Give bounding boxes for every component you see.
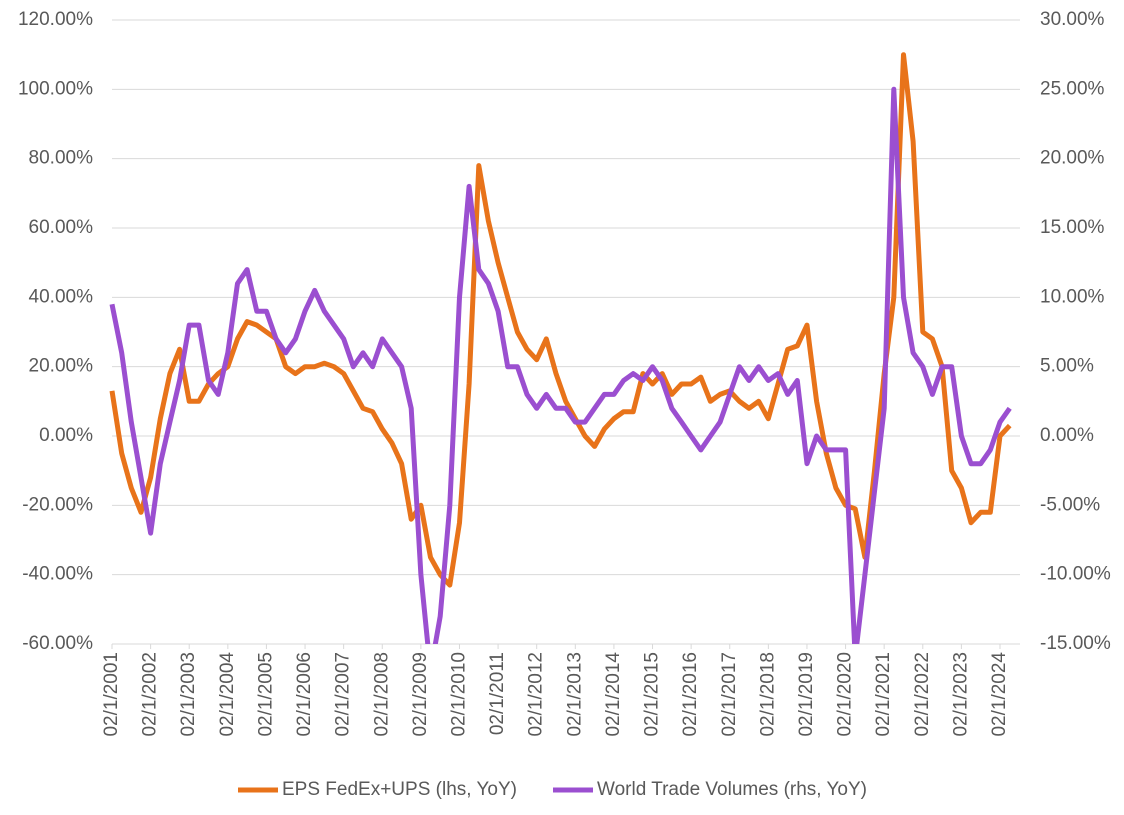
x-tick-label: 02/1/2023 <box>950 652 971 737</box>
x-tick-label: 02/1/2020 <box>835 652 856 737</box>
y-tick-label: 60.00% <box>29 217 94 238</box>
x-tick-label: 02/1/2011 <box>487 652 508 735</box>
x-tick-label: 02/1/2003 <box>178 652 199 737</box>
y2-tick-label: 15.00% <box>1040 217 1105 238</box>
x-tick-label: 02/1/2024 <box>989 652 1010 737</box>
y2-tick-label: 10.00% <box>1040 286 1105 307</box>
y-tick-label: 100.00% <box>18 78 93 99</box>
x-tick-label: 02/1/2006 <box>294 652 315 737</box>
y2-tick-label: 30.00% <box>1040 9 1105 30</box>
y-tick-label: -40.00% <box>22 564 93 585</box>
y2-tick-label: 25.00% <box>1040 78 1105 99</box>
y2-tick-label: -5.00% <box>1040 494 1100 515</box>
x-tick-label: 02/1/2018 <box>757 652 778 737</box>
x-tick-label: 02/1/2008 <box>371 652 392 737</box>
y-tick-label: 20.00% <box>29 356 94 377</box>
series-line <box>109 86 1012 644</box>
y2-tick-label: -15.00% <box>1040 633 1111 654</box>
series-line <box>109 52 1012 588</box>
x-tick-label: 02/1/2017 <box>719 652 740 737</box>
x-tick-label: 02/1/2007 <box>333 652 354 737</box>
x-tick-label: 02/1/2005 <box>255 652 276 737</box>
x-tick-label: 02/1/2019 <box>796 652 817 737</box>
y2-tick-label: -10.00% <box>1040 564 1111 585</box>
x-tick-label: 02/1/2012 <box>526 652 547 737</box>
plot-area <box>109 52 1012 644</box>
legend-label: EPS FedEx+UPS (lhs, YoY) <box>282 779 517 800</box>
y-tick-label: -60.00% <box>22 633 93 654</box>
x-tick-label: 02/1/2016 <box>680 652 701 737</box>
y2-tick-label: 0.00% <box>1040 425 1094 446</box>
y2-tick-label: 5.00% <box>1040 356 1094 377</box>
x-tick-label: 02/1/2002 <box>140 652 161 737</box>
y-tick-label: 120.00% <box>18 9 93 30</box>
x-tick-label: 02/1/2009 <box>410 652 431 737</box>
x-tick-label: 02/1/2021 <box>873 652 894 737</box>
x-tick-label: 02/1/2004 <box>217 652 238 737</box>
x-tick-label: 02/1/2014 <box>603 652 624 737</box>
x-tick-label: 02/1/2015 <box>642 652 663 737</box>
y2-tick-label: 20.00% <box>1040 148 1105 169</box>
x-tick-label: 02/1/2022 <box>912 652 933 737</box>
y-tick-label: 80.00% <box>29 148 94 169</box>
x-tick-label: 02/1/2013 <box>564 652 585 737</box>
legend-label: World Trade Volumes (rhs, YoY) <box>597 779 867 800</box>
y-tick-label: 40.00% <box>29 286 94 307</box>
x-tick-label: 02/1/2001 <box>101 652 122 737</box>
x-tick-label: 02/1/2010 <box>448 652 469 737</box>
y-tick-label: 0.00% <box>39 425 93 446</box>
y-tick-label: -20.00% <box>22 494 93 515</box>
